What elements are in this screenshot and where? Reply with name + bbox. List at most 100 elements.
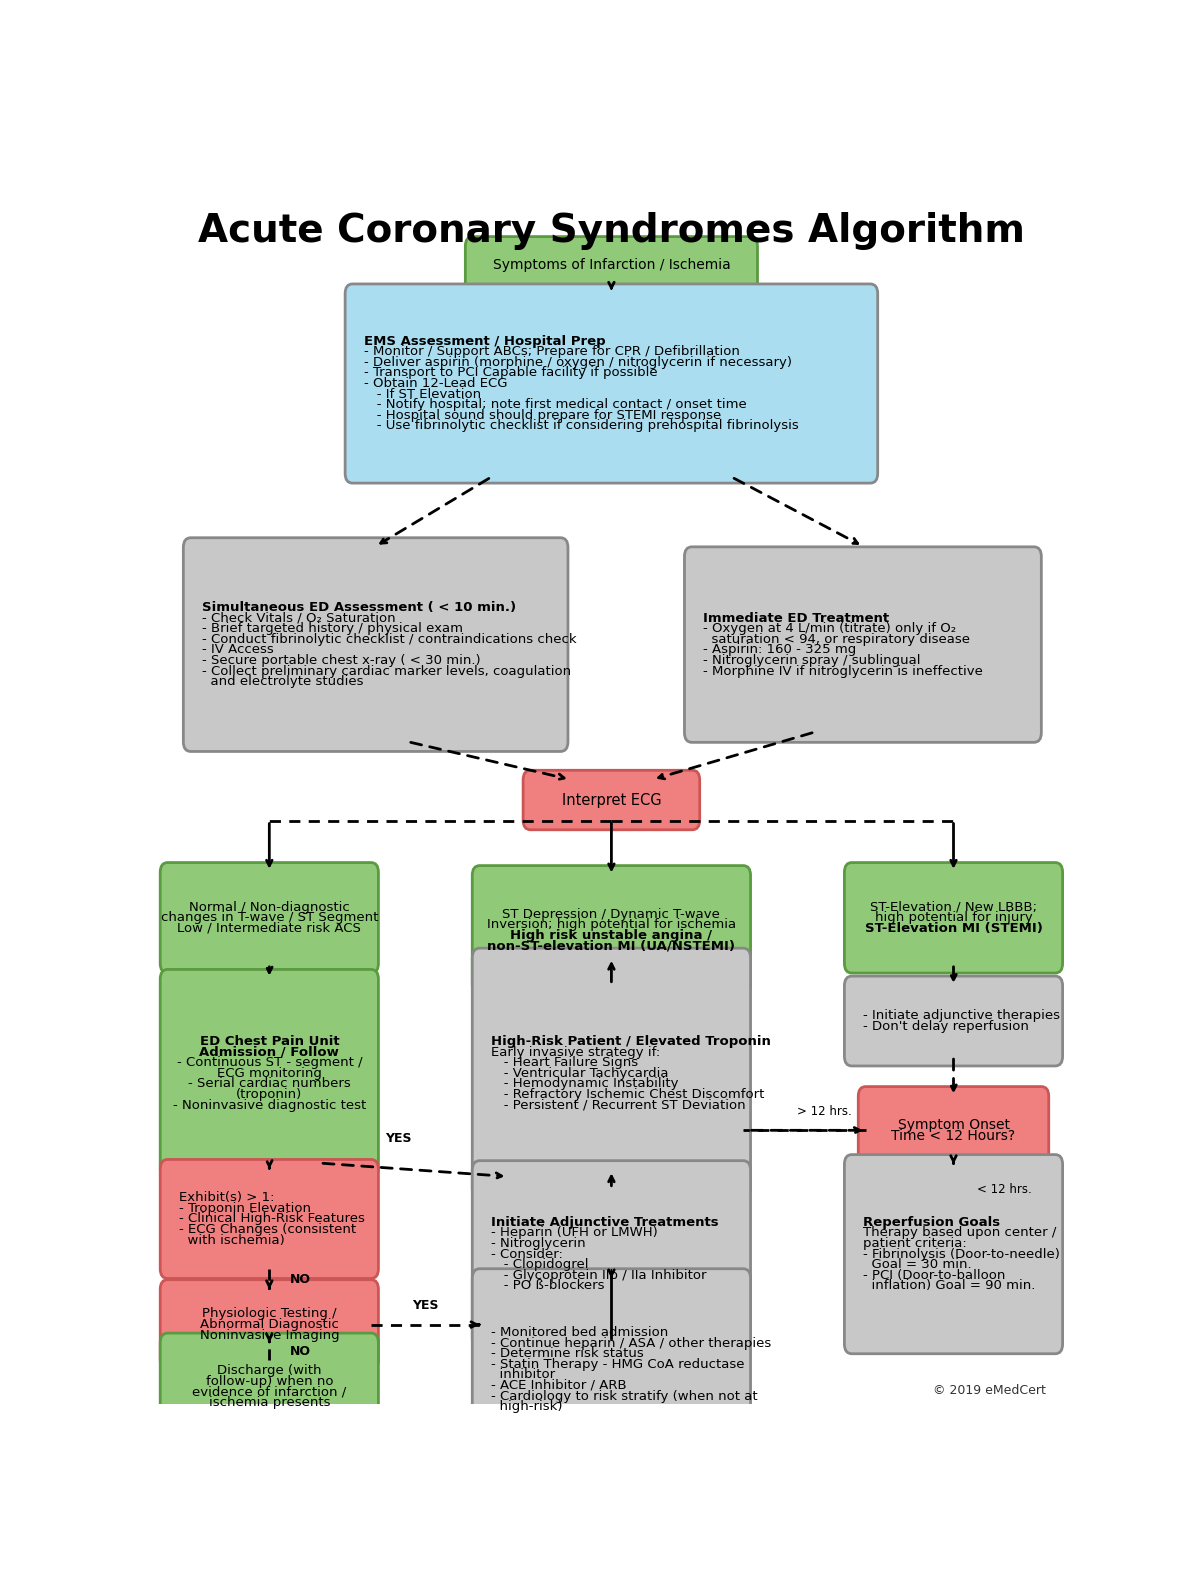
- Text: - Aspirin: 160 - 325 mg: - Aspirin: 160 - 325 mg: [703, 643, 857, 656]
- Text: - ACE Inhibitor / ARB: - ACE Inhibitor / ARB: [490, 1378, 626, 1392]
- Text: Abnormal Diagnostic: Abnormal Diagnostic: [200, 1318, 339, 1331]
- Text: < 12 hrs.: < 12 hrs.: [977, 1183, 1032, 1195]
- Text: follow-up) when no: follow-up) when no: [205, 1375, 333, 1388]
- Text: NO: NO: [290, 1273, 310, 1285]
- Text: Early invasive strategy if:: Early invasive strategy if:: [490, 1046, 660, 1058]
- Text: - Cardiology to risk stratify (when not at: - Cardiology to risk stratify (when not …: [490, 1389, 758, 1402]
- Text: Initiate Adjunctive Treatments: Initiate Adjunctive Treatments: [490, 1216, 718, 1228]
- FancyBboxPatch shape: [845, 976, 1063, 1066]
- Text: saturation < 94, or respiratory disease: saturation < 94, or respiratory disease: [703, 632, 970, 647]
- Text: Inversion; high potential for ischemia: Inversion; high potential for ischemia: [487, 918, 736, 930]
- FancyBboxPatch shape: [160, 970, 378, 1176]
- Text: evidence of infarction /: evidence of infarction /: [192, 1385, 346, 1399]
- Text: - Consider:: - Consider:: [490, 1247, 563, 1260]
- Text: © 2019 eMedCert: © 2019 eMedCert: [933, 1385, 1046, 1397]
- Text: and electrolyte studies: and electrolyte studies: [202, 675, 364, 688]
- FancyBboxPatch shape: [858, 1087, 1049, 1173]
- Text: - Refractory Ischemic Chest Discomfort: - Refractory Ischemic Chest Discomfort: [490, 1088, 765, 1101]
- Text: - Brief targeted history / physical exam: - Brief targeted history / physical exam: [202, 623, 463, 636]
- FancyBboxPatch shape: [472, 948, 750, 1199]
- Text: - PO ß-blockers: - PO ß-blockers: [490, 1279, 605, 1293]
- Text: YES: YES: [412, 1299, 439, 1312]
- FancyBboxPatch shape: [523, 770, 700, 830]
- Text: - Nitroglycerin spray / sublingual: - Nitroglycerin spray / sublingual: [703, 654, 921, 667]
- Text: - Hospital sound should prepare for STEMI response: - Hospital sound should prepare for STEM…: [364, 408, 721, 421]
- Text: - Ventricular Tachycardia: - Ventricular Tachycardia: [490, 1066, 668, 1080]
- Text: EMS Assessment / Hospital Prep: EMS Assessment / Hospital Prep: [364, 334, 605, 347]
- Text: ECG monitoring: ECG monitoring: [217, 1066, 322, 1080]
- Text: Discharge (with: Discharge (with: [217, 1364, 322, 1377]
- Text: Interpret ECG: Interpret ECG: [562, 793, 661, 807]
- Text: inflation) Goal = 90 min.: inflation) Goal = 90 min.: [863, 1279, 1036, 1293]
- Text: Time < 12 Hours?: Time < 12 Hours?: [891, 1129, 1015, 1143]
- Text: - Fibrinolysis (Door-to-needle): - Fibrinolysis (Door-to-needle): [863, 1247, 1059, 1260]
- Text: - Don't delay reperfusion: - Don't delay reperfusion: [863, 1020, 1028, 1033]
- Text: high-risk): high-risk): [490, 1400, 562, 1413]
- FancyBboxPatch shape: [845, 1154, 1063, 1353]
- Text: - Glycoprotein IIb / IIa Inhibitor: - Glycoprotein IIb / IIa Inhibitor: [490, 1269, 706, 1282]
- FancyBboxPatch shape: [845, 863, 1063, 973]
- Text: - Continue heparin / ASA / other therapies: - Continue heparin / ASA / other therapi…: [490, 1337, 771, 1350]
- Text: - Collect preliminary cardiac marker levels, coagulation: - Collect preliminary cardiac marker lev…: [202, 664, 571, 678]
- Text: changes in T-wave / ST Segment: changes in T-wave / ST Segment: [161, 912, 378, 924]
- FancyBboxPatch shape: [160, 1333, 378, 1440]
- Text: - Heart Failure Signs: - Heart Failure Signs: [490, 1057, 638, 1069]
- Text: - Clopidogrel: - Clopidogrel: [490, 1258, 588, 1271]
- Text: NO: NO: [290, 1345, 310, 1358]
- Text: - Determine risk status: - Determine risk status: [490, 1347, 643, 1359]
- Text: Normal / Non-diagnostic: Normal / Non-diagnostic: [188, 900, 350, 913]
- Text: - Deliver aspirin (morphine / oxygen / nitroglycerin if necessary): - Deliver aspirin (morphine / oxygen / n…: [364, 356, 792, 369]
- Text: Simultaneous ED Assessment ( < 10 min.): Simultaneous ED Assessment ( < 10 min.): [202, 601, 515, 613]
- Text: - Secure portable chest x-ray ( < 30 min.): - Secure portable chest x-ray ( < 30 min…: [202, 654, 481, 667]
- Text: - Transport to PCI Capable facility if possible: - Transport to PCI Capable facility if p…: [364, 366, 657, 380]
- Text: Physiologic Testing /: Physiologic Testing /: [202, 1307, 336, 1320]
- Text: Symptom Onset: Symptom Onset: [897, 1118, 1009, 1132]
- Text: ST-Elevation / New LBBB;: ST-Elevation / New LBBB;: [870, 900, 1037, 913]
- Text: > 12 hrs.: > 12 hrs.: [797, 1105, 852, 1118]
- Text: Admission / Follow: Admission / Follow: [199, 1046, 339, 1058]
- Text: - Persistent / Recurrent ST Deviation: - Persistent / Recurrent ST Deviation: [490, 1099, 746, 1112]
- Text: Therapy based upon center /: Therapy based upon center /: [863, 1227, 1056, 1240]
- FancyBboxPatch shape: [465, 237, 758, 292]
- Text: - Initiate adjunctive therapies: - Initiate adjunctive therapies: [863, 1009, 1059, 1022]
- FancyBboxPatch shape: [160, 1279, 378, 1369]
- Text: high potential for injury: high potential for injury: [874, 912, 1032, 924]
- Text: - Check Vitals / O₂ Saturation: - Check Vitals / O₂ Saturation: [202, 612, 395, 624]
- Text: - Nitroglycerin: - Nitroglycerin: [490, 1236, 586, 1251]
- Text: Exhibit(s) > 1:: Exhibit(s) > 1:: [179, 1191, 274, 1205]
- Text: Low / Intermediate risk ACS: Low / Intermediate risk ACS: [178, 923, 361, 935]
- Text: - Obtain 12-Lead ECG: - Obtain 12-Lead ECG: [364, 377, 507, 390]
- Text: - If ST Elevation: - If ST Elevation: [364, 388, 481, 401]
- Text: - Noninvasive diagnostic test: - Noninvasive diagnostic test: [173, 1099, 366, 1112]
- Text: with ischemia): with ischemia): [179, 1233, 284, 1247]
- Text: ED Chest Pain Unit: ED Chest Pain Unit: [199, 1035, 339, 1049]
- FancyBboxPatch shape: [160, 1159, 378, 1279]
- Text: - Monitor / Support ABCs; Prepare for CPR / Defibrillation: - Monitor / Support ABCs; Prepare for CP…: [364, 345, 740, 358]
- Text: - Heparin (UFH or LMWH): - Heparin (UFH or LMWH): [490, 1227, 657, 1240]
- Text: - Troponin Elevation: - Troponin Elevation: [179, 1202, 310, 1214]
- Text: - Morphine IV if nitroglycerin is ineffective: - Morphine IV if nitroglycerin is ineffe…: [703, 664, 983, 678]
- Text: - Clinical High-Risk Features: - Clinical High-Risk Features: [179, 1213, 365, 1225]
- Text: - Conduct fibrinolytic checklist / contraindications check: - Conduct fibrinolytic checklist / contr…: [202, 632, 576, 647]
- Text: patient criteria:: patient criteria:: [863, 1236, 966, 1251]
- Text: Reperfusion Goals: Reperfusion Goals: [863, 1216, 1000, 1228]
- Text: Goal = 30 min.: Goal = 30 min.: [863, 1258, 971, 1271]
- FancyBboxPatch shape: [472, 1161, 750, 1348]
- FancyBboxPatch shape: [184, 538, 568, 752]
- Text: YES: YES: [385, 1132, 412, 1145]
- Text: Immediate ED Treatment: Immediate ED Treatment: [703, 612, 889, 624]
- Text: - Hemodynamic Instability: - Hemodynamic Instability: [490, 1077, 679, 1090]
- Text: - IV Access: - IV Access: [202, 643, 273, 656]
- Text: - Continuous ST - segment /: - Continuous ST - segment /: [177, 1057, 363, 1069]
- Text: - Use fibrinolytic checklist if considering prehospital fibrinolysis: - Use fibrinolytic checklist if consider…: [364, 419, 798, 432]
- Text: Noninvasive Imaging: Noninvasive Imaging: [199, 1329, 339, 1342]
- Text: - Serial cardiac numbers: - Serial cardiac numbers: [188, 1077, 351, 1090]
- Text: - Statin Therapy - HMG CoA reductase: - Statin Therapy - HMG CoA reductase: [490, 1358, 744, 1370]
- Text: Acute Coronary Syndromes Algorithm: Acute Coronary Syndromes Algorithm: [198, 211, 1025, 249]
- Text: Symptoms of Infarction / Ischemia: Symptoms of Infarction / Ischemia: [493, 257, 730, 271]
- Text: ischemia presents: ischemia presents: [209, 1396, 330, 1408]
- Text: ST Depression / Dynamic T-wave: ST Depression / Dynamic T-wave: [502, 907, 721, 921]
- Text: - Oxygen at 4 L/min (titrate) only if O₂: - Oxygen at 4 L/min (titrate) only if O₂: [703, 623, 956, 636]
- Text: High-Risk Patient / Elevated Troponin: High-Risk Patient / Elevated Troponin: [490, 1035, 771, 1049]
- Text: (troponin): (troponin): [236, 1088, 303, 1101]
